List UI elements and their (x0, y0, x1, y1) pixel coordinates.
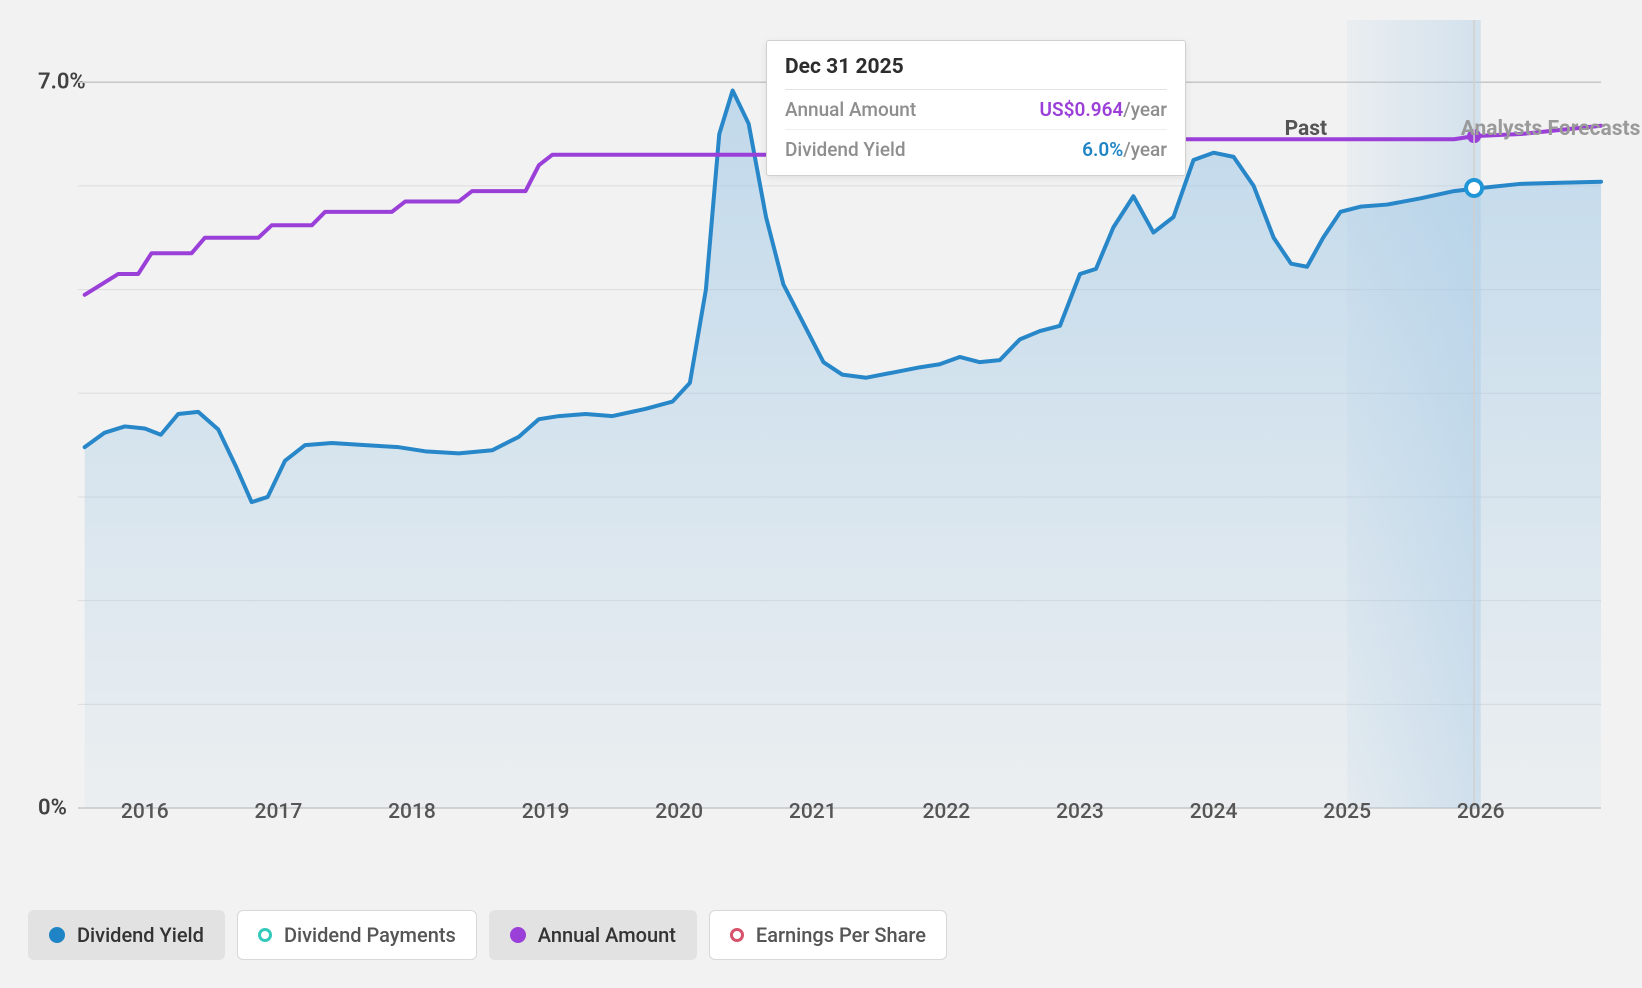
tooltip-date: Dec 31 2025 (785, 55, 1167, 90)
legend-swatch-icon (510, 927, 526, 943)
tooltip-row-value: 6.0%/year (1082, 138, 1167, 161)
legend-item-label: Annual Amount (538, 923, 676, 947)
x-axis-tick-label: 2018 (388, 800, 436, 824)
x-axis-tick-label: 2025 (1323, 800, 1371, 824)
legend-item-label: Dividend Yield (77, 923, 204, 947)
hover-marker (1466, 180, 1482, 196)
legend-item-label: Dividend Payments (284, 923, 456, 947)
chart-container: 0%7.0% Past Analysts Forecast (0, 0, 1642, 988)
region-label-past: Past (1285, 117, 1328, 141)
tooltip-row-value: US$0.964/year (1040, 98, 1167, 121)
x-axis-labels: 2016 2017 2018 2019 2020 2021 2022 2023 2024 2025… (78, 800, 1601, 840)
x-axis-tick-label: 2017 (255, 800, 303, 824)
chart-legend: Dividend Yield Dividend Payments Annual Am… (28, 910, 947, 960)
legend-item-annual-amount[interactable]: Annual Amount (489, 910, 697, 960)
x-axis-tick-label: 2016 (121, 800, 169, 824)
tooltip-row: Annual Amount US$0.964/year (785, 90, 1167, 130)
legend-item-dividend-payments[interactable]: Dividend Payments (237, 910, 477, 960)
legend-item-label: Earnings Per Share (756, 923, 926, 947)
region-label-forecast: Analysts Forecasts (1461, 117, 1641, 141)
x-axis-tick-label: 2020 (655, 800, 703, 824)
legend-swatch-icon (49, 927, 65, 943)
x-axis-tick-label: 2019 (522, 800, 570, 824)
legend-item-dividend-yield[interactable]: Dividend Yield (28, 910, 225, 960)
x-axis-tick-label: 2024 (1190, 800, 1238, 824)
y-axis-tick-label: 0% (38, 796, 67, 821)
chart-tooltip: Dec 31 2025 Annual Amount US$0.964/year Di… (766, 40, 1186, 176)
legend-swatch-icon (730, 928, 744, 942)
tooltip-row-label: Annual Amount (785, 98, 916, 121)
x-axis-tick-label: 2022 (923, 800, 971, 824)
x-axis-tick-label: 2021 (789, 800, 837, 824)
tooltip-row: Dividend Yield 6.0%/year (785, 130, 1167, 161)
x-axis-tick-label: 2023 (1056, 800, 1104, 824)
legend-swatch-icon (258, 928, 272, 942)
legend-item-earnings-per-share[interactable]: Earnings Per Share (709, 910, 947, 960)
x-axis-tick-label: 2026 (1457, 800, 1505, 824)
tooltip-row-label: Dividend Yield (785, 138, 906, 161)
